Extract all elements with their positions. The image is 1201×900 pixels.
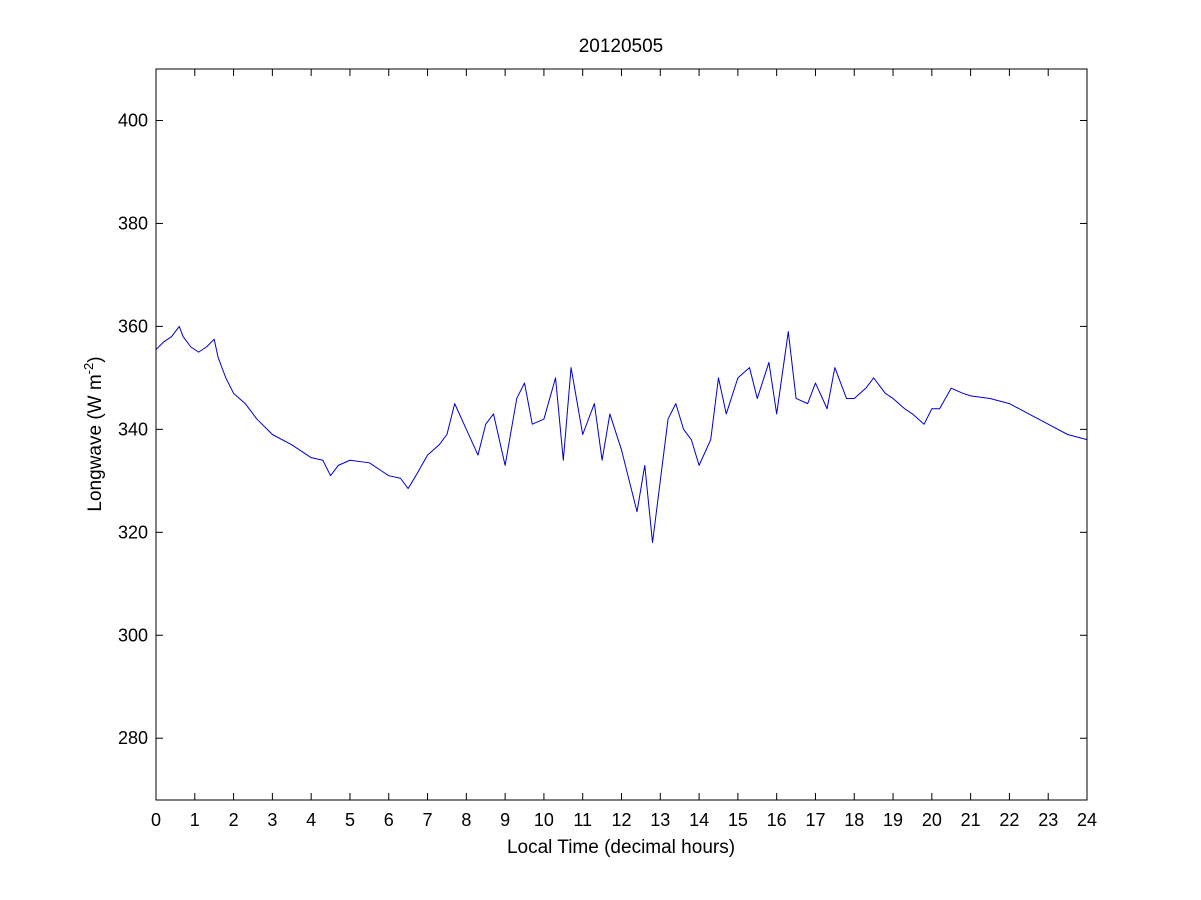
x-tick-label-13: 13: [650, 810, 670, 830]
chart-title: 20120505: [579, 36, 664, 57]
x-axis-label: Local Time (decimal hours): [507, 837, 735, 858]
y-tick-label-300: 300: [118, 625, 148, 645]
x-tick-label-12: 12: [611, 810, 631, 830]
plot-frame: [155, 68, 1088, 801]
x-tick-label-24: 24: [1077, 810, 1097, 830]
x-tick-label-9: 9: [500, 810, 510, 830]
x-tick-label-8: 8: [461, 810, 471, 830]
data-line-layer: [155, 325, 1088, 544]
x-tick-label-2: 2: [229, 810, 239, 830]
x-tick-label-16: 16: [767, 810, 787, 830]
y-axis-label-main: Longwave (W m: [85, 374, 106, 511]
longwave-series-line: [155, 325, 1088, 544]
x-tick-label-21: 21: [961, 810, 981, 830]
x-tick-label-17: 17: [805, 810, 825, 830]
x-tick-label-4: 4: [306, 810, 316, 830]
y-tick-label-340: 340: [118, 419, 148, 439]
x-tick-label-0: 0: [151, 810, 161, 830]
x-tick-label-1: 1: [190, 810, 200, 830]
y-axis-label-superscript: -2: [81, 363, 96, 375]
x-tick-label-6: 6: [384, 810, 394, 830]
y-axis-label-suffix: ): [85, 356, 106, 362]
y-tick-label-280: 280: [118, 728, 148, 748]
x-tick-labels: 0 1 2 3 4 5 6 7 8 9 10 11 12 13 14 15 16 17 18 19 20 21 22 23 24: [151, 810, 1097, 830]
y-tick-labels: 280 300 320 340 360 380 400: [118, 110, 148, 748]
x-tick-label-3: 3: [267, 810, 277, 830]
y-tick-label-360: 360: [118, 316, 148, 336]
x-tick-label-20: 20: [922, 810, 942, 830]
x-tick-label-7: 7: [423, 810, 433, 830]
y-tick-label-400: 400: [118, 110, 148, 130]
x-tick-label-23: 23: [1038, 810, 1058, 830]
x-tick-label-19: 19: [883, 810, 903, 830]
y-tick-label-320: 320: [118, 522, 148, 542]
x-tick-label-10: 10: [534, 810, 554, 830]
x-tick-label-15: 15: [728, 810, 748, 830]
y-tick-label-380: 380: [118, 213, 148, 233]
x-tick-label-11: 11: [573, 810, 592, 830]
x-tick-label-5: 5: [345, 810, 355, 830]
x-tick-label-18: 18: [844, 810, 864, 830]
y-axis-label: Longwave (W m-2): [81, 356, 106, 511]
axis-ticks: [155, 69, 1088, 800]
x-tick-label-14: 14: [689, 810, 709, 830]
x-tick-label-22: 22: [999, 810, 1019, 830]
